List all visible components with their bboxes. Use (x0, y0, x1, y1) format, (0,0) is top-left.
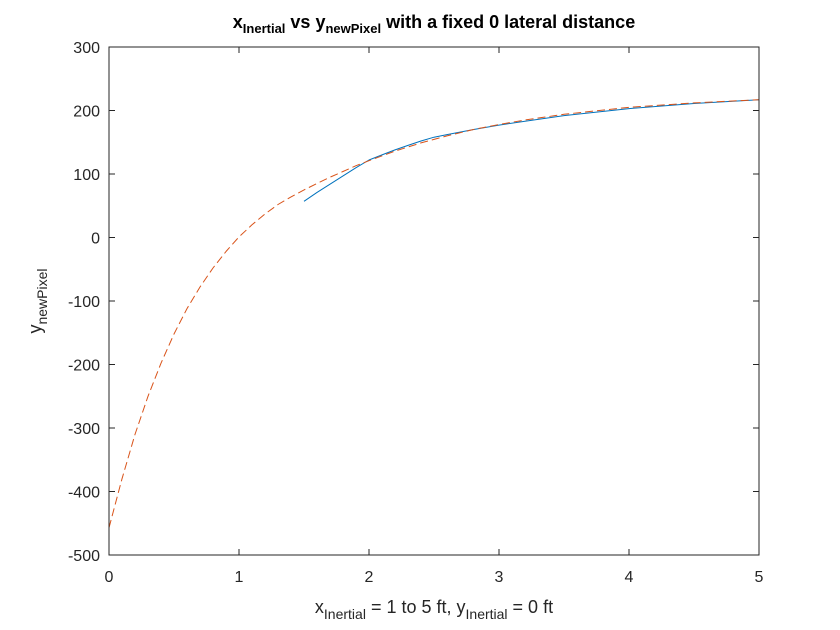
chart-title-part3: with a fixed 0 lateral distance (381, 12, 635, 32)
y-tick-label: -500 (68, 548, 100, 565)
y-axis-label: ynewPixel (25, 268, 50, 333)
chart-title-sub2: newPixel (325, 21, 381, 36)
chart-title-part2: vs y (285, 12, 325, 32)
y-tick-label: 200 (73, 104, 100, 121)
y-tick-label: -200 (68, 358, 100, 375)
x-tick-label: 5 (755, 569, 764, 586)
y-axis-label-sub1: newPixel (34, 268, 50, 324)
y-tick-label: -300 (68, 421, 100, 438)
y-tick-label: 0 (91, 231, 100, 248)
plot-background (109, 47, 759, 555)
x-axis-label-part3: = 0 ft (508, 597, 554, 617)
series-layer (108, 99, 760, 528)
tick-layer: 0 1 2 3 4 5 -500 -400 -300 -200 -100 0 100 200 300 (68, 40, 764, 586)
x-tick-label: 4 (625, 569, 634, 586)
series-1-line (303, 99, 760, 202)
chart-title-part1: x (233, 12, 243, 32)
y-axis-label-part1: y (25, 325, 45, 334)
y-tick-label: -100 (68, 294, 100, 311)
y-tick-label: 300 (73, 40, 100, 57)
x-axis-label-sub2: Inertial (466, 606, 508, 622)
x-tick-label: 0 (105, 569, 114, 586)
series-2-line (108, 99, 760, 528)
x-axis-label-sub1: Inertial (324, 606, 366, 622)
chart-title-sub1: Inertial (243, 21, 286, 36)
x-axis-label-part1: x (315, 597, 324, 617)
chart-title: xInertial vs ynewPixel with a fixed 0 la… (233, 12, 635, 36)
x-tick-label: 3 (495, 569, 504, 586)
x-tick-label: 1 (235, 569, 244, 586)
y-tick-label: 100 (73, 167, 100, 184)
y-tick-label: -400 (68, 485, 100, 502)
x-axis-label: xInertial = 1 to 5 ft, yInertial = 0 ft (315, 597, 553, 622)
x-tick-label: 2 (365, 569, 374, 586)
x-axis-label-part2: = 1 to 5 ft, y (366, 597, 466, 617)
